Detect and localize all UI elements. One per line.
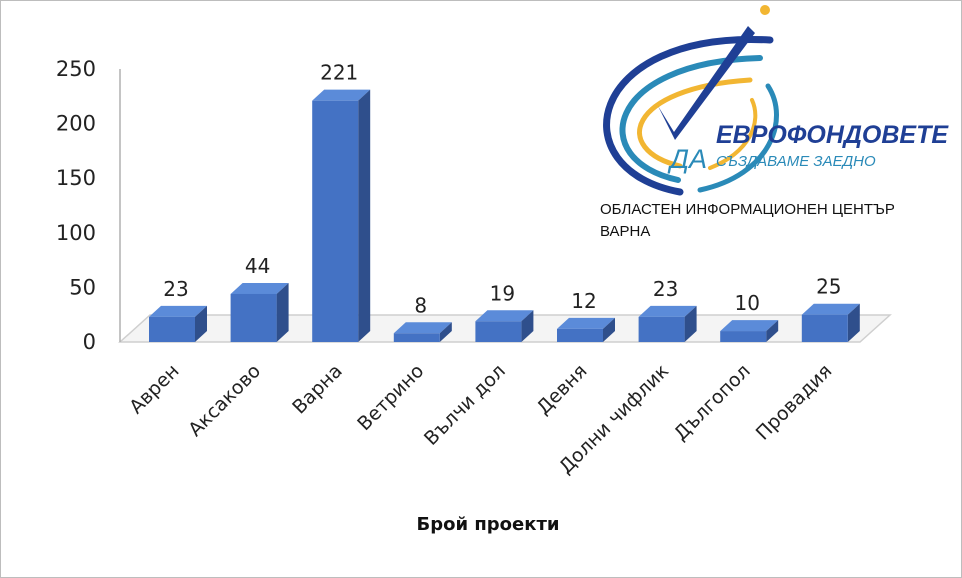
bar xyxy=(393,322,452,342)
bar-top xyxy=(230,282,289,294)
bar xyxy=(230,282,289,342)
x-tick-label: Ветрино xyxy=(353,360,428,435)
bar-side xyxy=(684,305,697,342)
y-tick-label: 200 xyxy=(56,112,96,136)
bar-side xyxy=(521,310,534,342)
logo-emblem xyxy=(603,5,779,196)
x-tick-label: Провадия xyxy=(752,360,837,445)
data-label: 10 xyxy=(734,291,759,315)
bar xyxy=(475,310,534,342)
bar-front xyxy=(475,321,522,342)
bar xyxy=(557,317,615,342)
data-label: 23 xyxy=(163,277,188,301)
x-tick-label: Дългопол xyxy=(670,360,755,445)
data-label: 12 xyxy=(571,289,596,313)
bar-front xyxy=(801,314,848,342)
logo-brand-text: ЕВРОФОНДОВЕТЕ xyxy=(716,121,949,149)
bar-front xyxy=(720,331,767,342)
bar-front xyxy=(312,100,359,342)
bar-top xyxy=(801,303,860,315)
x-tick-label: Девня xyxy=(532,360,591,419)
data-label: 44 xyxy=(245,254,270,278)
bar xyxy=(312,89,371,342)
bar-front xyxy=(638,316,685,342)
bar-side xyxy=(603,317,615,342)
bar-top xyxy=(393,322,452,334)
x-axis-title: Брой проекти xyxy=(416,514,559,535)
data-label: 8 xyxy=(414,293,427,317)
bar-side xyxy=(276,282,289,342)
bar-top xyxy=(638,305,697,317)
bar-front xyxy=(149,316,195,342)
bar-side xyxy=(847,303,860,342)
x-tick-label: Аксаково xyxy=(184,360,265,441)
data-label: 19 xyxy=(490,281,515,305)
bar-top xyxy=(475,310,534,322)
y-tick-label: 50 xyxy=(69,275,96,299)
bar-side xyxy=(195,305,207,342)
bar-side xyxy=(358,89,371,342)
bar-side xyxy=(766,320,779,342)
bar xyxy=(638,305,697,342)
y-tick-label: 0 xyxy=(83,330,96,354)
logo-tagline-prefix: ДА xyxy=(667,144,707,174)
bar xyxy=(720,320,779,342)
eurofunds-logo: ЕВРОФОНДОВЕТЕ ДА СЪЗДАВАМЕ ЗАЕДНО ОБЛАСТ… xyxy=(600,5,949,240)
bar xyxy=(801,303,860,342)
info-center-line1: ОБЛАСТЕН ИНФОРМАЦИОНЕН ЦЕНТЪР xyxy=(600,201,895,218)
x-tick-label: Вълчи дол xyxy=(420,360,510,450)
bar-top xyxy=(312,89,371,101)
logo-tagline: СЪЗДАВАМЕ ЗАЕДНО xyxy=(716,153,876,170)
data-label: 221 xyxy=(320,61,358,85)
bar-front xyxy=(557,328,603,342)
info-center-line2: ВАРНА xyxy=(600,223,650,240)
bar-front xyxy=(393,333,440,342)
bar-front xyxy=(230,293,277,342)
data-label: 25 xyxy=(816,275,841,299)
bar-side xyxy=(439,322,452,342)
data-label: 23 xyxy=(653,277,678,301)
x-tick-label: Варна xyxy=(288,360,347,419)
y-tick-label: 250 xyxy=(56,57,96,81)
bars xyxy=(149,89,860,342)
bar-top xyxy=(720,320,779,332)
bar-top xyxy=(149,305,207,317)
x-tick-label: Аврен xyxy=(125,360,183,418)
bar xyxy=(149,305,207,342)
y-tick-label: 150 xyxy=(56,166,96,190)
bar-top xyxy=(557,317,615,329)
y-tick-label: 100 xyxy=(56,221,96,245)
